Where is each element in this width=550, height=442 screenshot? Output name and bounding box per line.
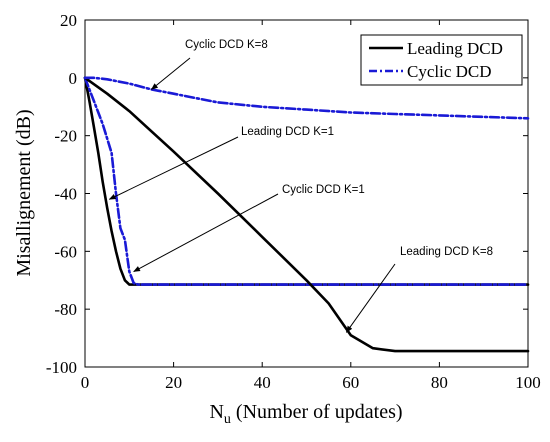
y-axis-label: Misallignement (dB)	[13, 109, 35, 276]
y-tick-label: 20	[60, 11, 77, 30]
y-tick-label: -20	[54, 127, 77, 146]
x-tick-label: 0	[81, 373, 90, 392]
x-tick-label: 40	[254, 373, 271, 392]
legend-label-leading: Leading DCD	[407, 39, 503, 58]
x-axis-label-rest: (Number of updates)	[231, 401, 403, 423]
legend: Leading DCD Cyclic DCD	[361, 35, 522, 85]
x-tick-label: 20	[165, 373, 182, 392]
x-axis-label-main: N	[209, 401, 223, 423]
x-tick-label: 100	[515, 373, 541, 392]
annotation-label-leading-k1: Leading DCD K=1	[241, 126, 334, 138]
annotation-label-cyclic-k1: Cyclic DCD K=1	[282, 184, 365, 196]
x-axis-label: Nu (Number of updates)	[209, 401, 402, 427]
x-axis-label-subscript: u	[224, 412, 231, 427]
annotation-label-cyclic-k8: Cyclic DCD K=8	[185, 39, 268, 51]
y-tick-label: -60	[54, 242, 77, 261]
y-tick-label: -100	[46, 358, 77, 377]
annotation-label-leading-k8: Leading DCD K=8	[400, 246, 493, 258]
y-tick-label: 0	[69, 69, 78, 88]
x-tick-label: 80	[431, 373, 448, 392]
y-tick-label: -80	[54, 300, 77, 319]
x-tick-label: 60	[342, 373, 359, 392]
y-tick-label: -40	[54, 185, 77, 204]
legend-label-cyclic: Cyclic DCD	[407, 62, 492, 81]
